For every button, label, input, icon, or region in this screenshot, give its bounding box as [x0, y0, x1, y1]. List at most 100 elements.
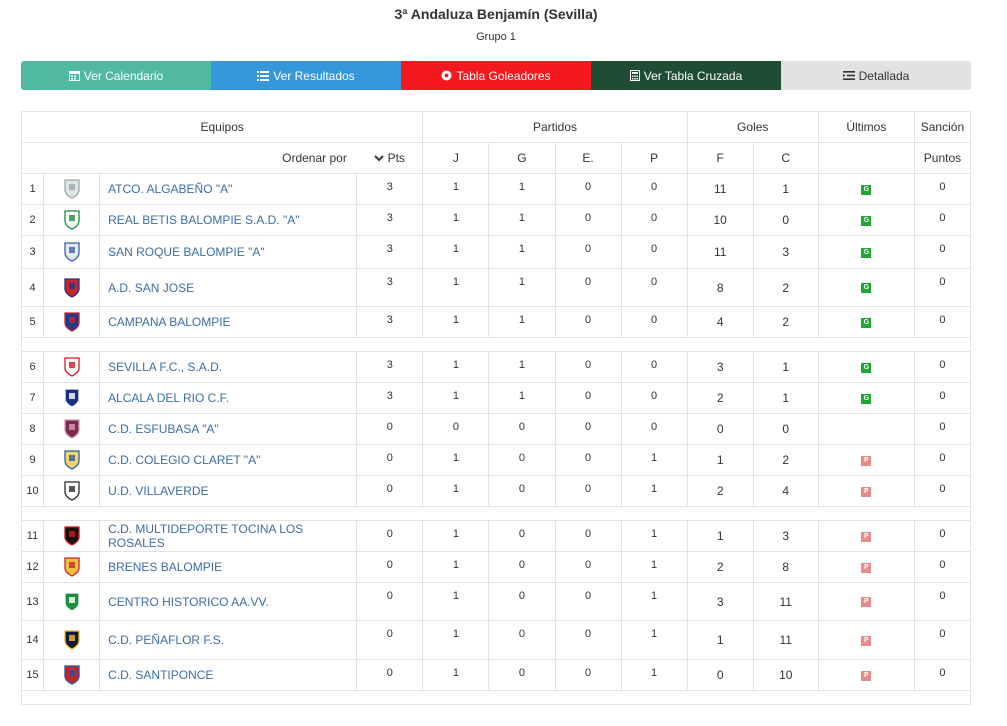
team-link[interactable]: C.D. MULTIDEPORTE TOCINA LOS ROSALES	[108, 522, 304, 550]
team-name-cell: REAL BETIS BALOMPIE S.A.D. "A"	[99, 204, 358, 236]
team-crest-cell	[43, 351, 101, 383]
last-result-badge: G	[861, 362, 872, 373]
j-cell: 1	[422, 520, 490, 552]
table-row: 15 C.D. SANTIPONCE 0 1 0 0 1 0 10 P 0	[20, 659, 972, 691]
list-icon	[257, 70, 270, 81]
col-c-header[interactable]: C	[752, 142, 819, 174]
team-crest-cell	[43, 582, 101, 621]
team-crest-icon	[63, 357, 80, 377]
e-cell: 0	[554, 204, 622, 236]
team-link[interactable]: ALCALA DEL RIO C.F.	[108, 391, 229, 405]
last-results-cell: P	[817, 475, 915, 507]
team-name-cell: C.D. ESFUBASA "A"	[99, 413, 358, 445]
team-link[interactable]: C.D. PEÑAFLOR F.S.	[108, 633, 225, 647]
col-j-header[interactable]: J	[422, 142, 490, 174]
col-p-header[interactable]: P	[620, 142, 688, 174]
team-crest-cell	[43, 382, 101, 414]
ver-calendario-button[interactable]: Ver Calendario	[21, 61, 211, 90]
last-results-cell: P	[817, 659, 915, 691]
p-cell: 1	[620, 551, 688, 583]
team-link[interactable]: SEVILLA F.C., S.A.D.	[108, 360, 223, 374]
table-row: 5 CAMPANA BALOMPIE 3 1 1 0 0 4 2 G 0	[20, 306, 972, 338]
c-cell: 3	[752, 235, 819, 269]
team-link[interactable]: C.D. ESFUBASA "A"	[108, 422, 219, 436]
p-cell: 0	[620, 204, 688, 236]
pts-cell: 0	[356, 620, 424, 660]
sancion-cell: 0	[913, 620, 972, 660]
p-cell: 0	[620, 306, 688, 338]
c-cell: 2	[752, 306, 819, 338]
team-name-cell: SAN ROQUE BALOMPIE "A"	[99, 235, 358, 269]
position-cell: 7	[20, 382, 45, 414]
sancion-cell: 0	[913, 204, 972, 236]
team-link[interactable]: A.D. SAN JOSE	[108, 280, 195, 295]
position-cell: 13	[20, 582, 45, 621]
f-cell: 11	[686, 235, 754, 269]
e-cell: 0	[554, 551, 622, 583]
table-row: 14 C.D. PEÑAFLOR F.S. 0 1 0 0 1 1 11 P 0	[20, 620, 972, 660]
j-cell: 1	[422, 444, 490, 476]
team-name-cell: BRENES BALOMPIE	[99, 551, 358, 583]
pts-cell: 0	[356, 551, 424, 583]
ver-tabla-cruzada-button[interactable]: Ver Tabla Cruzada	[591, 61, 781, 90]
team-link[interactable]: C.D. SANTIPONCE	[108, 668, 214, 682]
team-link[interactable]: REAL BETIS BALOMPIE S.A.D. "A"	[108, 213, 300, 227]
team-link[interactable]: SAN ROQUE BALOMPIE "A"	[108, 245, 265, 259]
position-cell: 5	[20, 306, 45, 338]
last-result-badge: P	[861, 531, 872, 542]
detallada-button[interactable]: Detallada	[781, 61, 971, 90]
team-link[interactable]: CENTRO HISTORICO AA.VV.	[108, 594, 269, 609]
table-row: 1 ATCO. ALGABEÑO "A" 3 1 1 0 0 11 1 G 0	[20, 173, 972, 205]
g-cell: 0	[488, 413, 556, 445]
ver-resultados-button[interactable]: Ver Resultados	[211, 61, 401, 90]
g-cell: 1	[488, 173, 556, 205]
detallada-label: Detallada	[858, 68, 910, 83]
ver-calendario-label: Ver Calendario	[83, 68, 164, 83]
col-e-header[interactable]: E.	[554, 142, 622, 174]
team-crest-cell	[43, 413, 101, 445]
pts-cell: 0	[356, 444, 424, 476]
goles-header: Goles	[686, 111, 819, 143]
p-cell: 1	[620, 520, 688, 552]
col-f-header[interactable]: F	[686, 142, 754, 174]
team-link[interactable]: C.D. COLEGIO CLARET "A"	[108, 453, 261, 467]
f-cell: 8	[686, 268, 754, 307]
ver-resultados-label: Ver Resultados	[273, 68, 355, 83]
p-cell: 0	[620, 413, 688, 445]
sancion-cell: 0	[913, 659, 972, 691]
team-link[interactable]: BRENES BALOMPIE	[108, 560, 223, 574]
last-result-badge: P	[861, 635, 872, 646]
p-cell: 0	[620, 351, 688, 383]
sancion-cell: 0	[913, 413, 972, 445]
tabla-goleadores-button[interactable]: Tabla Goleadores	[401, 61, 591, 90]
group-separator	[21, 337, 971, 352]
e-cell: 0	[554, 520, 622, 552]
e-cell: 0	[554, 235, 622, 269]
c-cell: 3	[752, 520, 819, 552]
f-cell: 0	[686, 413, 754, 445]
sort-pts-header[interactable]: Pts	[356, 142, 424, 174]
col-g-header[interactable]: G	[488, 142, 556, 174]
pts-cell: 0	[356, 659, 424, 691]
table-row: 2 REAL BETIS BALOMPIE S.A.D. "A" 3 1 1 0 0 10 0 G…	[20, 204, 972, 236]
c-cell: 1	[752, 173, 819, 205]
f-cell: 2	[686, 382, 754, 414]
g-cell: 0	[488, 520, 556, 552]
last-result-badge: P	[861, 562, 872, 573]
partidos-header: Partidos	[422, 111, 688, 143]
last-results-cell: P	[817, 620, 915, 660]
c-cell: 4	[752, 475, 819, 507]
f-cell: 11	[686, 173, 754, 205]
team-link[interactable]: U.D. VILLAVERDE	[108, 484, 209, 498]
team-link[interactable]: CAMPANA BALOMPIE	[108, 315, 231, 329]
g-cell: 0	[488, 475, 556, 507]
pts-cell: 3	[356, 306, 424, 338]
position-cell: 11	[20, 520, 45, 552]
team-link[interactable]: ATCO. ALGABEÑO "A"	[108, 182, 233, 196]
team-name-cell: C.D. PEÑAFLOR F.S.	[99, 620, 358, 660]
table-row: 4 A.D. SAN JOSE 3 1 1 0 0 8 2 G 0	[20, 268, 972, 307]
pts-cell: 0	[356, 582, 424, 621]
pts-cell: 3	[356, 382, 424, 414]
last-results-cell: G	[817, 173, 915, 205]
c-cell: 8	[752, 551, 819, 583]
